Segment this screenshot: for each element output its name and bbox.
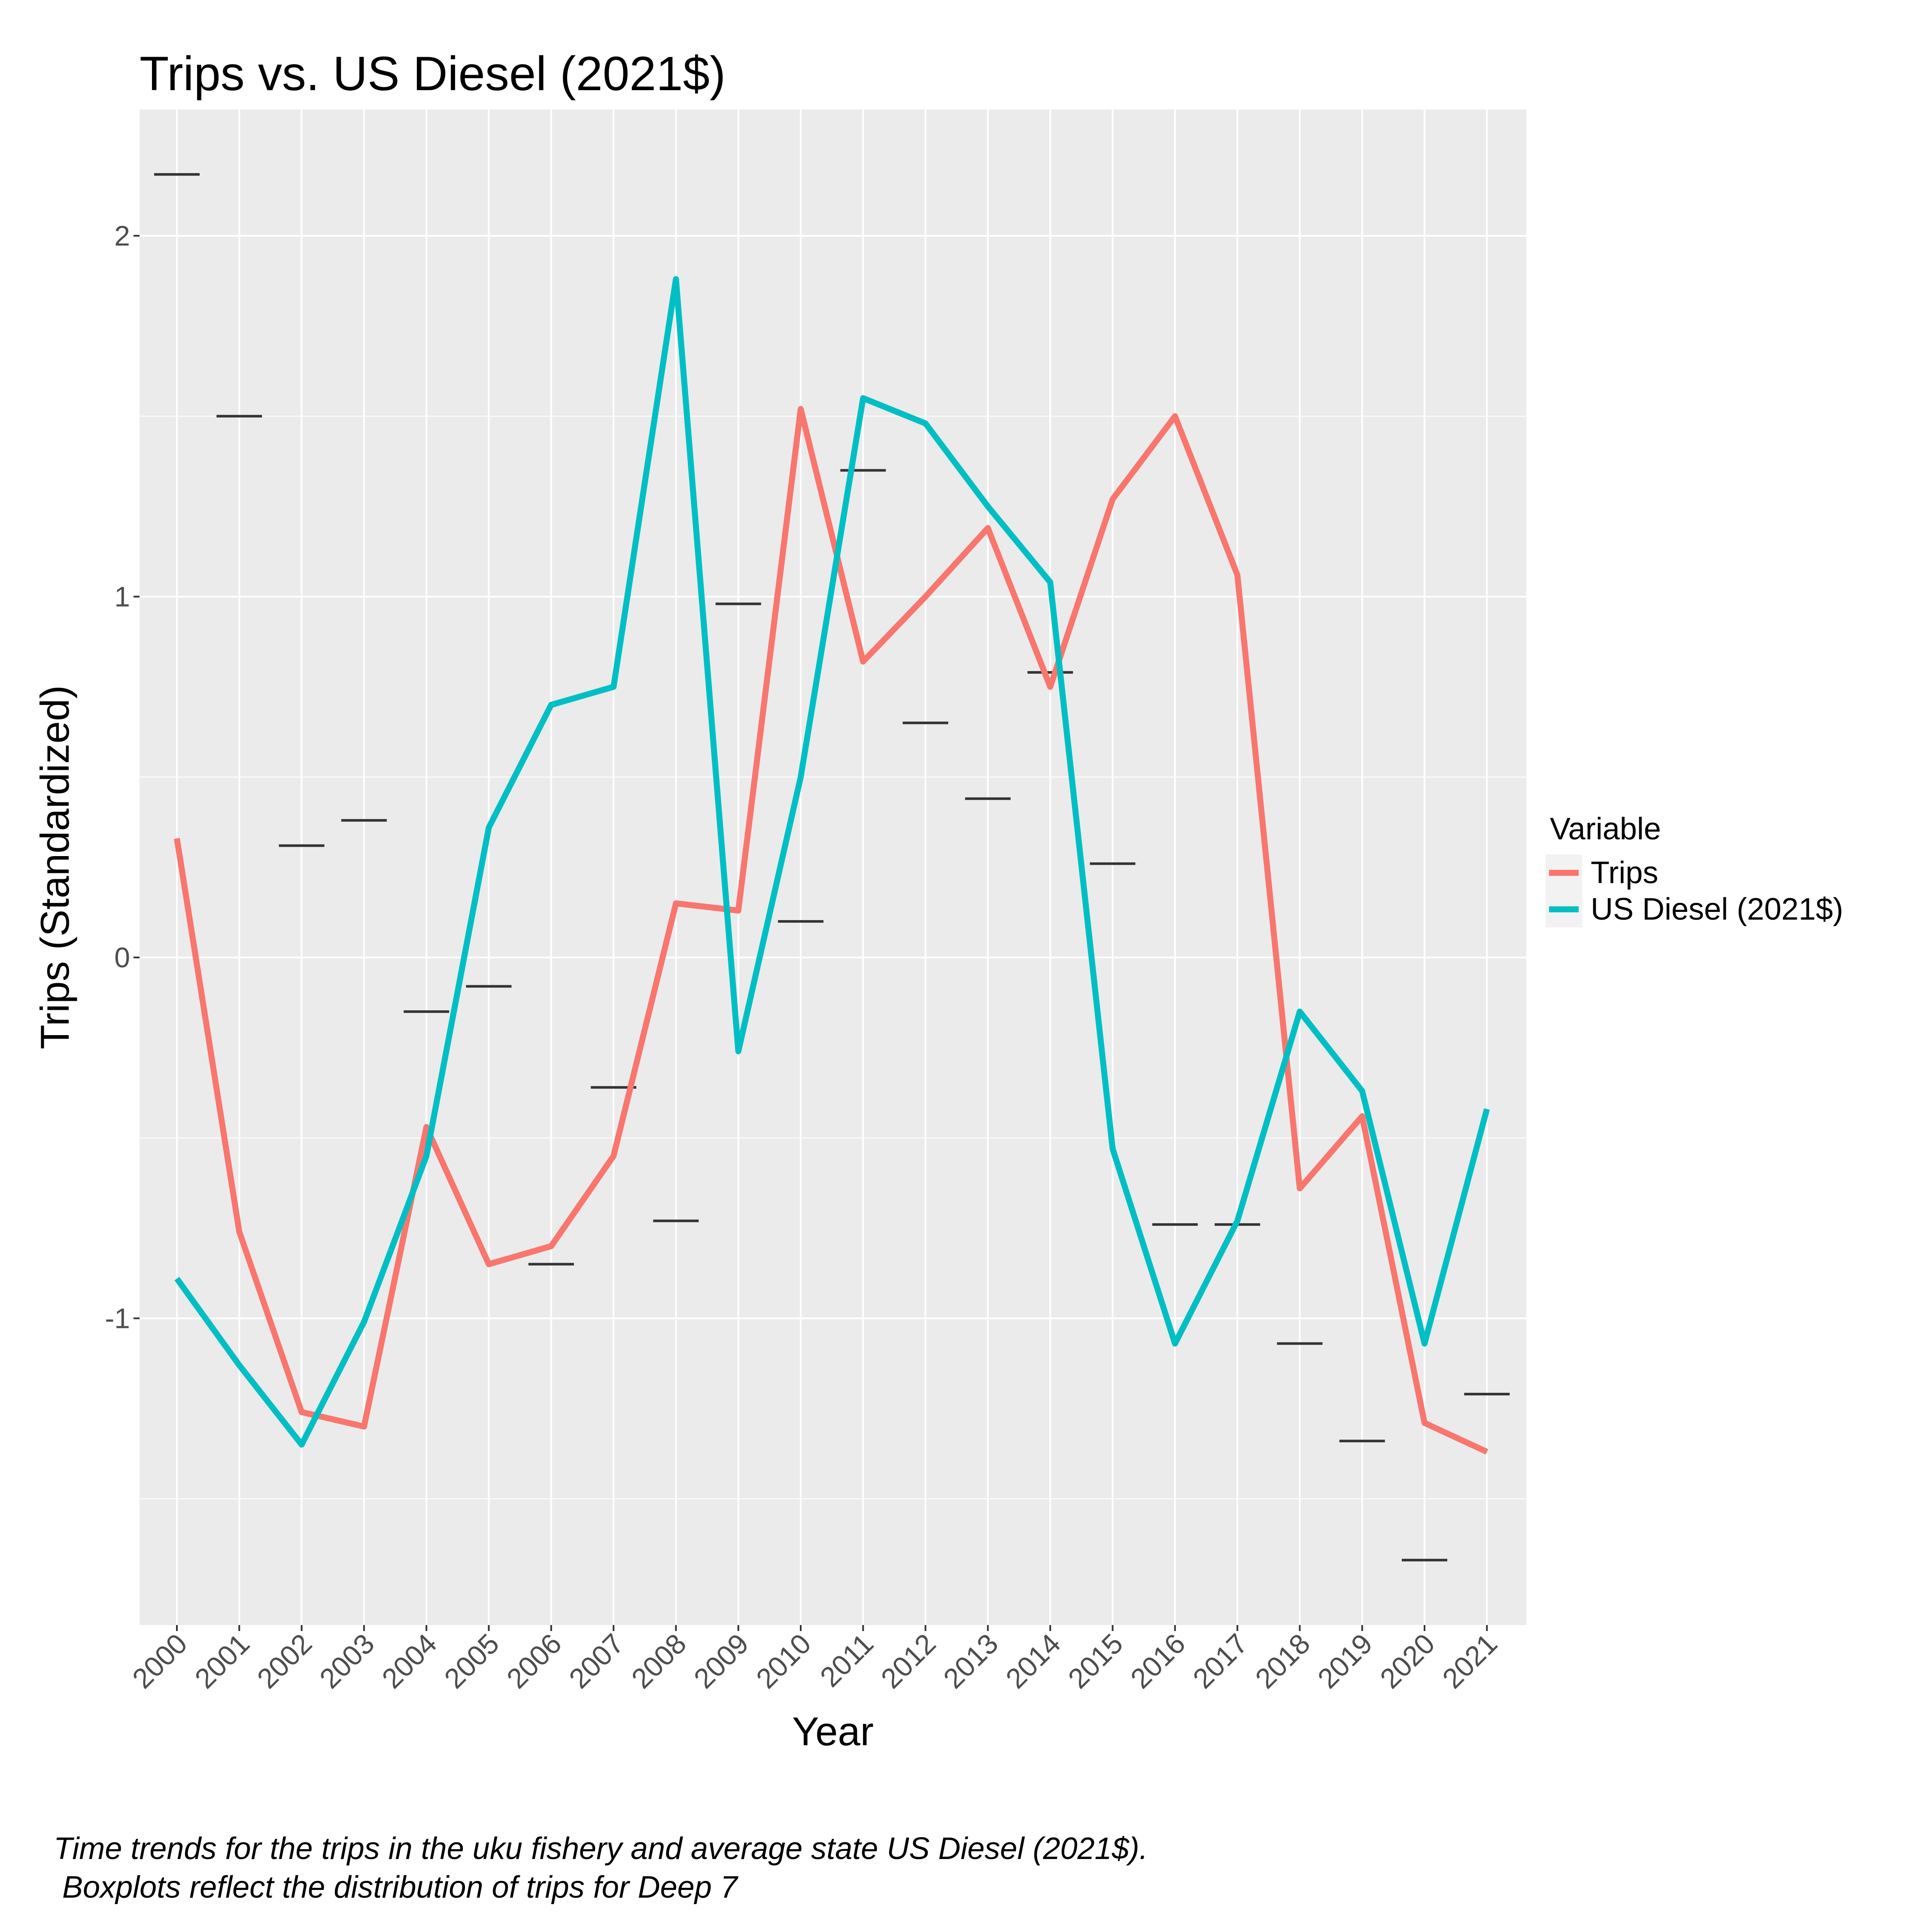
- x-tick-label: 2012: [875, 1628, 942, 1695]
- grid-major: [140, 109, 1526, 1625]
- x-tick-label: 2014: [999, 1628, 1066, 1695]
- x-tick-label: 2016: [1124, 1628, 1191, 1695]
- x-tick-label: 2017: [1187, 1628, 1254, 1695]
- x-tick-label: 2021: [1436, 1628, 1503, 1695]
- y-axis: -1 0 1 2: [105, 220, 140, 1334]
- x-tick-label: 2011: [814, 1628, 880, 1693]
- caption-line-2: Boxplots reflect the distribution of tri…: [54, 1870, 739, 1905]
- x-tick-label: 2006: [501, 1628, 568, 1695]
- chart-title: Trips vs. US Diesel (2021$): [140, 47, 726, 100]
- y-tick-label: 1: [114, 581, 130, 613]
- caption-line-1: Time trends for the trips in the uku fis…: [54, 1832, 1148, 1866]
- x-axis: 2000200120022003200420052006200720082009…: [126, 1625, 1503, 1695]
- x-tick-label: 2013: [937, 1628, 1004, 1695]
- x-tick-label: 2007: [563, 1628, 630, 1695]
- x-tick-label: 2015: [1062, 1628, 1129, 1695]
- x-tick-label: 2008: [625, 1628, 692, 1695]
- y-tick-label: 2: [114, 220, 130, 252]
- y-axis-title: Trips (Standardized): [32, 685, 77, 1049]
- series-lines: [174, 276, 1490, 1455]
- x-tick-label: 2009: [687, 1628, 754, 1695]
- y-tick-label: 0: [114, 942, 130, 973]
- y-tick-label: -1: [105, 1303, 130, 1334]
- x-tick-label: 2003: [313, 1628, 380, 1695]
- x-tick-label: 2002: [251, 1628, 318, 1695]
- legend-label: US Diesel (2021$): [1591, 892, 1843, 927]
- plot-panel: [140, 109, 1526, 1625]
- x-tick-label: 2001: [188, 1628, 255, 1695]
- x-tick-label: 2019: [1311, 1628, 1378, 1695]
- legend-title: Variable: [1550, 812, 1661, 846]
- x-tick-label: 2005: [438, 1628, 505, 1695]
- x-axis-title: Year: [792, 1709, 874, 1754]
- legend-label: Trips: [1591, 856, 1658, 890]
- x-tick-label: 2004: [376, 1628, 443, 1695]
- series-line-us-diesel: [174, 276, 1490, 1448]
- series-line-trips: [174, 406, 1488, 1455]
- x-tick-label: 2010: [750, 1628, 817, 1695]
- x-tick-label: 2020: [1374, 1628, 1441, 1695]
- x-tick-label: 2018: [1249, 1628, 1316, 1695]
- x-tick-label: 2000: [126, 1628, 193, 1695]
